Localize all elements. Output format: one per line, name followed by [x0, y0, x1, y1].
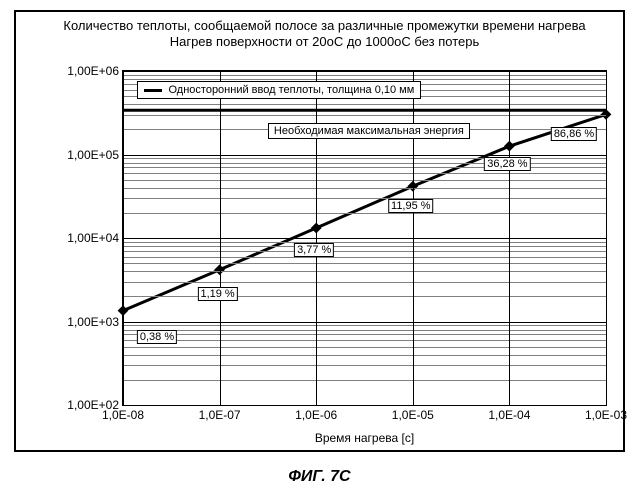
page: Количество теплоты, сообщаемой полосе за… [0, 0, 639, 500]
x-tick: 1,0E-04 [488, 405, 530, 422]
data-point-label: 86,86 % [551, 127, 597, 141]
legend-swatch [144, 89, 162, 92]
figure-caption: ФИГ. 7C [0, 468, 639, 486]
data-point-label: 11,95 % [388, 199, 434, 213]
plot-area: 1,00E+021,00E+031,00E+041,00E+051,00E+06… [122, 70, 607, 406]
title-line-1: Количество теплоты, сообщаемой полосе за… [63, 18, 585, 33]
data-point-label: 0,38 % [137, 330, 177, 344]
data-point-label: 1,19 % [197, 287, 237, 301]
y-tick: 1,00E+06 [67, 64, 123, 78]
legend-label: Односторонний ввод теплоты, толщина 0,10… [168, 84, 414, 96]
data-point-label: 36,28 % [484, 157, 530, 171]
chart-frame: Количество теплоты, сообщаемой полосе за… [14, 10, 625, 452]
chart-title: Количество теплоты, сообщаемой полосе за… [36, 18, 613, 51]
x-tick: 1,0E-06 [295, 405, 337, 422]
y-tick: 1,00E+04 [67, 231, 123, 245]
x-tick: 1,0E-03 [585, 405, 627, 422]
x-tick: 1,0E-07 [199, 405, 241, 422]
x-axis-label: Время нагрева [с] [122, 431, 607, 445]
legend: Односторонний ввод теплоты, толщина 0,10… [137, 81, 421, 99]
x-tick: 1,0E-08 [102, 405, 144, 422]
annotation: Необходимая максимальная энергия [268, 123, 470, 139]
title-line-2: Нагрев поверхности от 20oC до 1000oC без… [170, 34, 480, 49]
y-tick: 1,00E+05 [67, 148, 123, 162]
data-point-label: 3,77 % [294, 243, 334, 257]
x-tick: 1,0E-05 [392, 405, 434, 422]
y-tick: 1,00E+03 [67, 315, 123, 329]
